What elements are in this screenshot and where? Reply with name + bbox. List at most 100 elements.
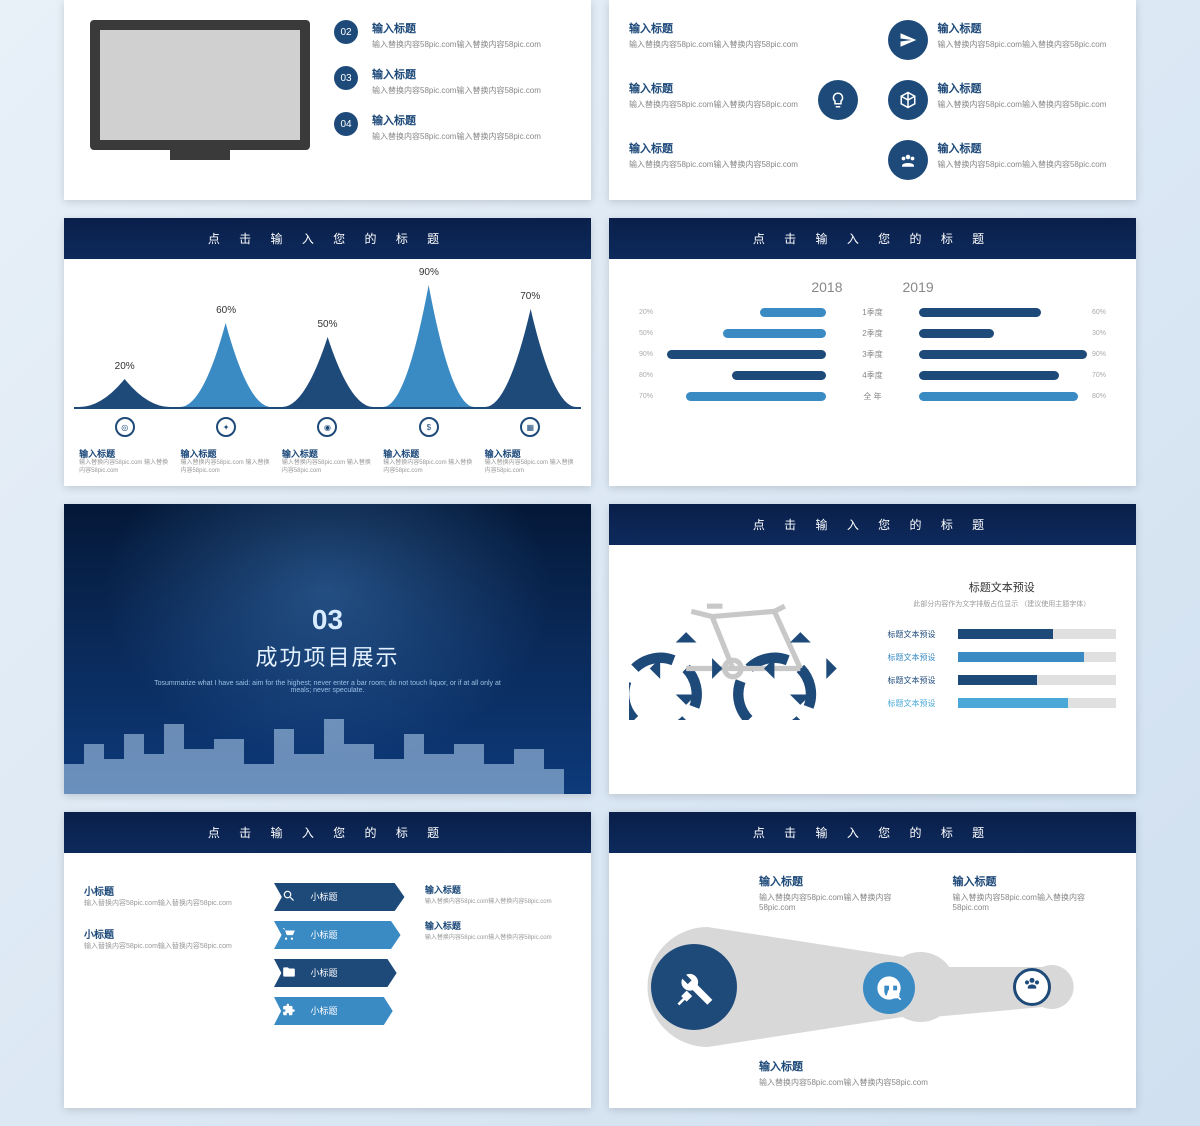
bar-label: 标题文本预设: [888, 629, 948, 640]
item-desc: 输入替换内容58pic.com输入替换内容58pic.com: [372, 131, 541, 142]
s7-left: 小标题输入替换内容58pic.com输入替换内容58pic.com小标题输入替换…: [84, 883, 254, 1035]
right-pct: 80%: [1092, 393, 1106, 400]
bar-fill: [958, 675, 1037, 685]
arrow-icon: [282, 1003, 298, 1019]
item-title: 输入标题: [372, 20, 541, 36]
blob-graphic: [629, 922, 1116, 1052]
s2-item: 输入标题输入替换内容58pic.com输入替换内容58pic.com: [888, 20, 1117, 60]
torn-row: 70%全 年80%: [639, 391, 1106, 402]
row-cat: 3季度: [826, 349, 919, 360]
torn-row: 80%4季度70%: [639, 370, 1106, 381]
s6-bar-row: 标题文本预设: [888, 629, 1117, 640]
arrow-icon: [282, 927, 298, 943]
s6-bar-row: 标题文本预设: [888, 698, 1117, 709]
arrow-label: 小标题: [310, 928, 337, 941]
city-silhouette: [64, 714, 564, 794]
item-desc: 输入替换内容58pic.com输入替换内容58pic.com: [372, 39, 541, 50]
arrow-icon: [282, 965, 298, 981]
s6-bar-row: 标题文本预设: [888, 675, 1117, 686]
feature-icon: [888, 20, 928, 60]
row-cat: 1季度: [826, 307, 919, 318]
s8-bottom-desc: 输入替换内容58pic.com输入替换内容58pic.com: [759, 1077, 1116, 1088]
peak-label-item: 输入标题输入替换内容58pic.com 输入替换内容58pic.com: [79, 447, 170, 476]
feature-icon: [888, 80, 928, 120]
bar-left: [760, 308, 825, 317]
left-pct: 90%: [639, 351, 653, 358]
slide-3-peaks: 点 击 输 入 您 的 标 题 20%60%50%90%70% ◎✦◉$▦ 输入…: [64, 218, 591, 486]
titlebar: 点 击 输 入 您 的 标 题: [609, 504, 1136, 545]
peak: 70%: [485, 309, 576, 407]
peak: 20%: [79, 379, 170, 407]
peak: 50%: [282, 337, 373, 407]
tornado-header: 2018 2019: [639, 279, 1106, 295]
s2-item: 输入标题输入替换内容58pic.com输入替换内容58pic.com: [629, 80, 858, 120]
bar-label: 标题文本预设: [888, 675, 948, 686]
bar-right: [919, 371, 1059, 380]
s6-head-desc: 此部分内容作为文字排版占位显示 （建议使用主题字体）: [888, 599, 1117, 609]
s1-item: 03输入标题输入替换内容58pic.com输入替换内容58pic.com: [334, 66, 571, 96]
s8-top: 输入标题输入替换内容58pic.com输入替换内容58pic.com 输入标题输入…: [629, 873, 1116, 912]
titlebar: 点 击 输 入 您 的 标 题: [609, 218, 1136, 259]
peaks-chart: 20%60%50%90%70%: [74, 279, 581, 409]
s7-left-desc: 输入替换内容58pic.com输入替换内容58pic.com: [84, 941, 254, 951]
s6-bars: 标题文本预设标题文本预设标题文本预设标题文本预设: [888, 629, 1117, 709]
s2-item: 输入标题输入替换内容58pic.com输入替换内容58pic.com: [888, 80, 1117, 120]
peak: 90%: [383, 285, 474, 407]
item-title: 输入标题: [629, 140, 858, 156]
arrow-item: 小标题: [274, 959, 397, 987]
torn-row: 20%1季度60%: [639, 307, 1106, 318]
slide-6-bike: 点 击 输 入 您 的 标 题: [609, 504, 1136, 794]
s7-right-desc: 输入替换内容58pic.com输入替换内容58pic.com: [425, 896, 571, 905]
peak-label-item: 输入标题输入替换内容58pic.com 输入替换内容58pic.com: [282, 447, 373, 476]
section-sub: Tosummarize what I have said: aim for th…: [143, 680, 512, 694]
arrow-item: 小标题: [274, 997, 393, 1025]
bar-right: [919, 308, 1040, 317]
s7-arrows: 小标题小标题小标题小标题: [274, 883, 404, 1035]
slide-grid: 02输入标题输入替换内容58pic.com输入替换内容58pic.com03输入…: [0, 0, 1200, 1126]
peak-label: 60%: [216, 305, 236, 316]
monitor-placeholder: [90, 20, 310, 150]
row-cat: 4季度: [826, 370, 919, 381]
s8-top-item: 输入标题输入替换内容58pic.com输入替换内容58pic.com: [759, 873, 923, 912]
torn-row: 90%3季度90%: [639, 349, 1106, 360]
row-cat: 2季度: [826, 328, 919, 339]
item-title: 输入标题: [372, 112, 541, 128]
s6-head-title: 标题文本预设: [888, 579, 1117, 595]
peak-label: 50%: [317, 319, 337, 330]
s1-num-badge: 04: [334, 112, 358, 136]
torn-row: 50%2季度30%: [639, 328, 1106, 339]
year-left: 2018: [811, 279, 842, 295]
s7-right: 输入标题输入替换内容58pic.com输入替换内容58pic.com输入标题输入…: [425, 883, 571, 1035]
s2-item: 输入标题输入替换内容58pic.com输入替换内容58pic.com: [888, 140, 1117, 180]
year-right: 2019: [903, 279, 934, 295]
peak-label: 90%: [419, 267, 439, 278]
s6-bar-row: 标题文本预设: [888, 652, 1117, 663]
s7-left-title: 小标题: [84, 926, 254, 941]
peak-label: 20%: [115, 361, 135, 372]
left-pct: 70%: [639, 393, 653, 400]
s7-left-title: 小标题: [84, 883, 254, 898]
peak-labels: 输入标题输入替换内容58pic.com 输入替换内容58pic.com 输入标题输…: [74, 437, 581, 476]
bar-fill: [958, 652, 1085, 662]
tools-icon: [651, 944, 737, 1030]
peak-label-item: 输入标题输入替换内容58pic.com 输入替换内容58pic.com: [485, 447, 576, 476]
arrow-label: 小标题: [310, 966, 337, 979]
feature-icon: [888, 140, 928, 180]
arrow-item: 小标题: [274, 921, 401, 949]
s1-item: 04 输入标题输入替换内容58pic.com输入替换内容58pic.com: [334, 112, 571, 142]
bar-label: 标题文本预设: [888, 652, 948, 663]
item-title: 输入标题: [938, 20, 1117, 36]
slide-8-blob: 点 击 输 入 您 的 标 题 输入标题输入替换内容58pic.com输入替换内…: [609, 812, 1136, 1108]
group-icon: [1013, 968, 1051, 1006]
tornado-rows: 20%1季度60%50%2季度30%90%3季度90%80%4季度70%70%全…: [639, 307, 1106, 402]
bar-right: [919, 392, 1078, 401]
bar-left: [732, 371, 825, 380]
s7-right-title: 输入标题: [425, 919, 571, 932]
s8-top-item: 输入标题输入替换内容58pic.com输入替换内容58pic.com: [953, 873, 1117, 912]
feature-icon: [818, 80, 858, 120]
globe-icon: [863, 962, 915, 1014]
item-desc: 输入替换内容58pic.com输入替换内容58pic.com: [629, 39, 858, 50]
item-desc: 输入替换内容58pic.com输入替换内容58pic.com: [938, 99, 1117, 110]
titlebar: 点 击 输 入 您 的 标 题: [64, 812, 591, 853]
right-pct: 70%: [1092, 372, 1106, 379]
